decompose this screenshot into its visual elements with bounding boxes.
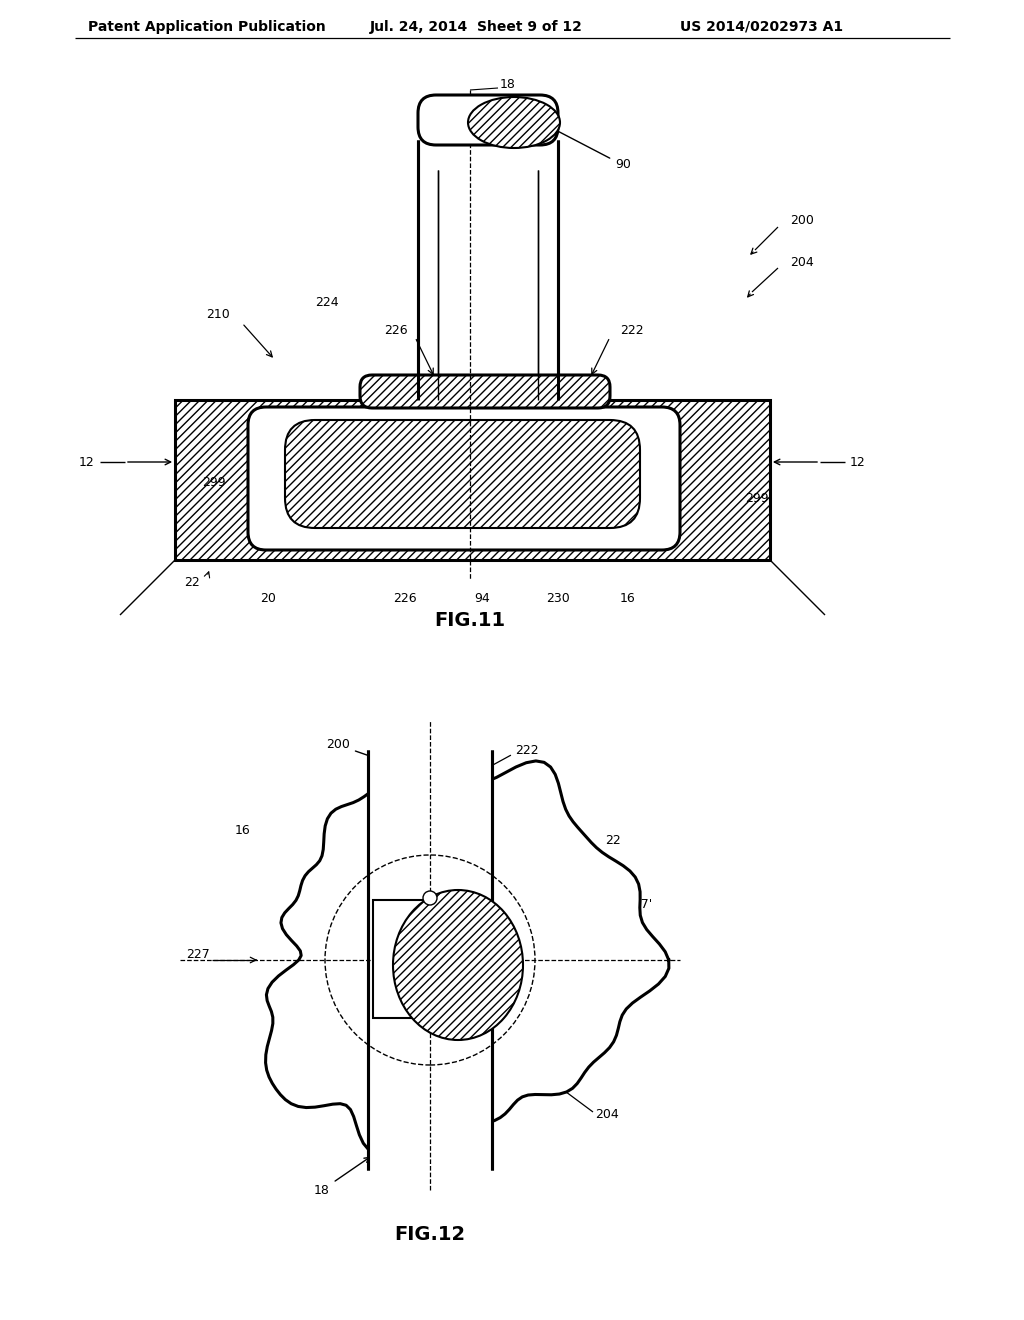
Text: FIG.11: FIG.11 [434,610,506,630]
Text: 16: 16 [234,824,251,837]
Text: 204: 204 [595,1109,618,1122]
Text: 18: 18 [314,1158,370,1196]
Text: 12: 12 [79,455,95,469]
Text: 210: 210 [206,309,230,322]
Bar [373,900,487,1018]
Text: Jul. 24, 2014  Sheet 9 of 12: Jul. 24, 2014 Sheet 9 of 12 [370,20,583,34]
Text: 230: 230 [546,591,570,605]
Text: 226: 226 [393,591,417,605]
Text: 12: 12 [850,455,866,469]
Text: 224: 224 [315,296,339,309]
Text: 222: 222 [515,743,539,756]
Text: 226: 226 [384,323,408,337]
Text: 204: 204 [790,256,814,268]
Text: Patent Application Publication: Patent Application Publication [88,20,326,34]
Bar [175,400,770,560]
Text: 222: 222 [620,323,644,337]
Text: 20: 20 [260,591,275,605]
FancyBboxPatch shape [360,375,610,408]
Text: 90: 90 [526,115,631,172]
Text: 227: 227 [186,949,210,961]
Bar [175,400,770,560]
Text: 16: 16 [621,591,636,605]
Text: 299: 299 [745,491,769,504]
Text: US 2014/0202973 A1: US 2014/0202973 A1 [680,20,843,34]
Polygon shape [265,760,669,1152]
Text: 200: 200 [790,214,814,227]
FancyBboxPatch shape [285,420,640,528]
FancyBboxPatch shape [248,407,680,550]
Text: 227': 227' [625,899,652,912]
Bar [419,141,557,400]
Text: 299: 299 [203,475,226,488]
Bar [369,750,490,1170]
Text: FIG.12: FIG.12 [394,1225,466,1245]
Text: 18: 18 [500,78,516,91]
Text: 22: 22 [184,576,200,589]
Text: 94: 94 [474,591,489,605]
Ellipse shape [468,96,560,148]
FancyBboxPatch shape [418,95,558,145]
Ellipse shape [393,890,523,1040]
Circle shape [423,891,437,906]
Text: 22: 22 [605,833,621,846]
Text: 200: 200 [326,738,406,770]
